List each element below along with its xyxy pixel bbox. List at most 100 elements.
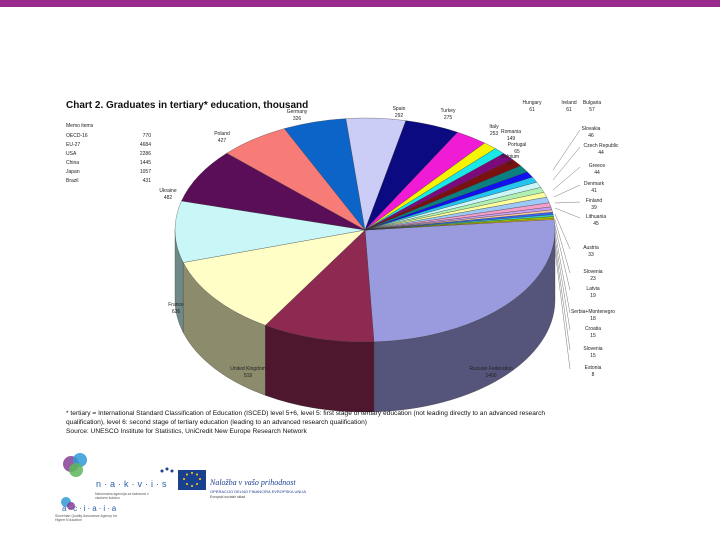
- pie-label-value: 8: [592, 372, 595, 378]
- memo-row: USA 2286: [66, 151, 151, 157]
- pie-label-value: 45: [593, 221, 599, 227]
- pie-label-value: 19: [590, 293, 596, 299]
- pie-label-name: Italy: [489, 124, 499, 130]
- pie-label-name: Lithuania: [586, 214, 607, 220]
- pie-label-name: Denmark: [584, 181, 605, 187]
- eu-fund: Evropski socialni sklad: [210, 495, 246, 499]
- pie-label-name: France: [168, 302, 184, 308]
- aciaia-subtitle: Slovenian Quality Assurance Agency for H…: [55, 514, 118, 522]
- pie-label-value: 626: [172, 309, 181, 315]
- pie-label-name: Belgium: [501, 154, 519, 160]
- pie-label-value: 292: [395, 113, 404, 119]
- pie-label-value: 275: [444, 115, 453, 121]
- pie-slice-3: [174, 200, 366, 263]
- footnote: * tertiary = International Standard Clas…: [66, 409, 666, 436]
- pie-slice-2: [182, 229, 366, 326]
- footnote-line: qualification), level 6: second stage of…: [66, 419, 367, 426]
- pie-label-value: 18: [590, 316, 596, 322]
- leader-line: [552, 129, 581, 171]
- pie-label-value: 57: [589, 107, 595, 113]
- pie-slice-1: [264, 229, 375, 343]
- pie-label-name: Turkey: [440, 108, 456, 114]
- pie-label-name: Austria: [583, 245, 599, 251]
- eu-subtitle: OPERACIJO DELNO FINANCIRA EVROPSKA UNIJA: [210, 489, 307, 494]
- leader-line: [554, 249, 571, 370]
- pie-label-value: 149: [507, 136, 516, 142]
- pie-label-name: United Kingdom: [230, 366, 266, 372]
- leader-line: [554, 201, 581, 204]
- leader-line: [554, 219, 571, 274]
- memo-row: China 1445: [66, 160, 151, 166]
- aciaia-wordmark: a·c·i·a·i·a: [62, 504, 119, 513]
- pie-label-value: 61: [566, 107, 572, 113]
- pie-label-value: 44: [594, 170, 600, 176]
- memo-row: EU-27 4684: [66, 142, 151, 148]
- pie-label-name: Hungary: [523, 100, 542, 106]
- pie-label-name: Germany: [287, 109, 308, 115]
- leader-line: [554, 207, 581, 219]
- leader-line: [554, 243, 571, 351]
- pie-label-value: 46: [588, 133, 594, 139]
- pie-label-value: 44: [598, 150, 604, 156]
- pie-label-name: Slovenia: [583, 346, 602, 352]
- leader-line: [554, 237, 571, 331]
- pie-label-name: Greece: [589, 163, 606, 169]
- nakvis-wordmark: n·a·k·v·i·s: [96, 479, 170, 489]
- pie-label-name: Russian Federation: [469, 366, 513, 372]
- leader-line: [552, 166, 581, 191]
- pie-label-name: Spain: [393, 106, 406, 112]
- leader-line: [554, 213, 571, 250]
- pie-label-value: 253: [490, 131, 499, 137]
- pie-label-value: 519: [244, 373, 253, 379]
- pie-label-value: 33: [588, 252, 594, 258]
- pie-label-name: Croatia: [585, 326, 601, 332]
- footnote-line: * tertiary = International Standard Clas…: [66, 410, 546, 417]
- pie-label-value: 54: [507, 161, 513, 167]
- top-accent-bar: [0, 0, 720, 7]
- leader-line: [554, 231, 571, 314]
- pie-label-name: Ireland: [561, 100, 577, 106]
- footnote-source: Source: UNESCO Institute for Statistics,…: [66, 428, 307, 435]
- nakvis-logo-icon: [61, 453, 87, 510]
- pie-label-name: Portugal: [508, 142, 527, 148]
- pie-label-value: 41: [591, 188, 597, 194]
- pie-label-name: Romania: [501, 129, 521, 135]
- chart-title: Chart 2. Graduates in tertiary* educatio…: [66, 100, 309, 111]
- memo-row: Japan 1057: [66, 169, 151, 175]
- memo-heading: Memo items: [66, 123, 94, 129]
- leader-line: [554, 225, 571, 291]
- leader-line: [553, 184, 581, 198]
- pie-side-group: [174, 229, 556, 413]
- memo-row: OECD-16 770: [66, 133, 151, 139]
- pie-label-value: 15: [590, 353, 596, 359]
- pie-slice-27: [364, 218, 555, 231]
- pie-leader-lines: [552, 129, 581, 370]
- pie-label-name: Slovakia: [582, 126, 601, 132]
- memo-items: Memo items OECD-16 770 EU-27 4684 USA 2286 …: [66, 122, 151, 186]
- pie-label-value: 326: [293, 116, 302, 122]
- nakvis-subtitle: Nacionalna agencija za kakovost v visoke…: [95, 492, 149, 500]
- pie-label-value: 23: [590, 276, 596, 282]
- memo-row: Brazil 431: [66, 178, 151, 184]
- pie-label-value: 65: [514, 149, 520, 155]
- pie-label-name: Finland: [586, 198, 603, 204]
- pie-label-value: 482: [164, 195, 173, 201]
- pie-labels: Germany326Spain292Turkey275Hungary61Irel…: [159, 100, 619, 379]
- pie-label-value: 1400: [485, 373, 496, 379]
- eu-flag-icon: [160, 467, 206, 490]
- pie-slice-0: [364, 219, 556, 343]
- pie-label-name: Serbia+Montenegro: [571, 309, 615, 315]
- pie-label-name: Czech Republic: [583, 143, 619, 149]
- pie-label-name: Slovenia: [583, 269, 602, 275]
- pie-label-name: Ukraine: [159, 188, 176, 194]
- pie-label-name: Latvia: [586, 286, 600, 292]
- eu-slogan: Naložba v vašo prihodnost: [210, 478, 296, 487]
- leader-line: [552, 146, 581, 181]
- pie-label-value: 15: [590, 333, 596, 339]
- pie-label-name: Bulgaria: [583, 100, 602, 106]
- pie-label-name: Estonia: [585, 365, 602, 371]
- pie-label-value: 39: [591, 205, 597, 211]
- pie-label-name: Poland: [214, 131, 230, 137]
- pie-label-value: 61: [529, 107, 535, 113]
- pie-slice-4: [181, 153, 366, 231]
